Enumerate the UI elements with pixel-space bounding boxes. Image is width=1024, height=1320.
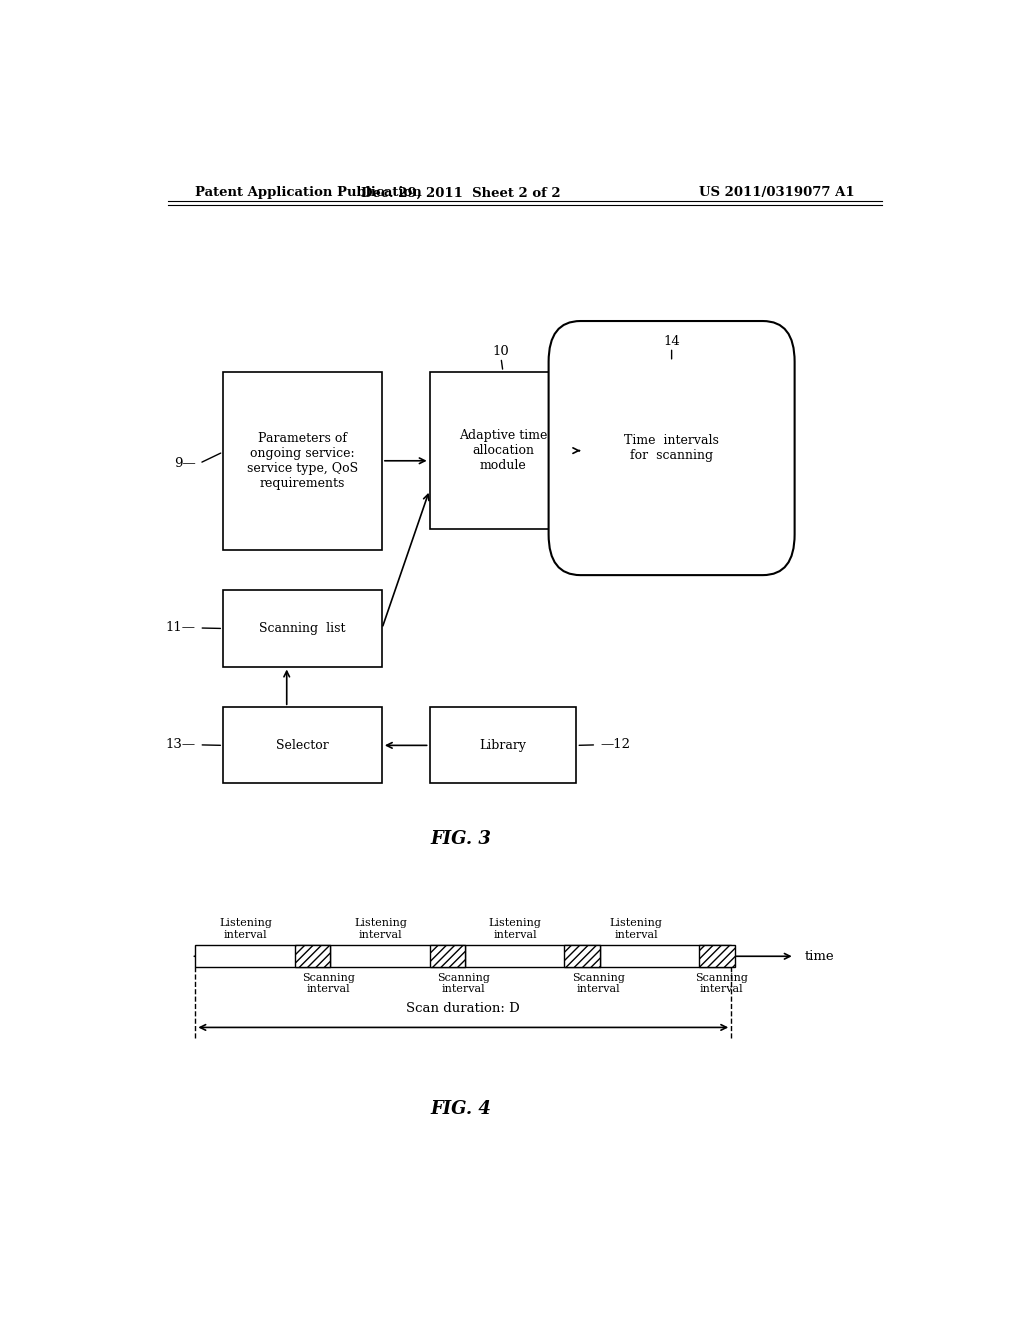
Text: Time  intervals
for  scanning: Time intervals for scanning — [625, 434, 719, 462]
Bar — [295, 945, 331, 968]
Text: 9—: 9— — [174, 457, 196, 470]
FancyBboxPatch shape — [430, 708, 577, 784]
FancyBboxPatch shape — [549, 321, 795, 576]
Text: 13—: 13— — [165, 738, 196, 751]
Text: US 2011/0319077 A1: US 2011/0319077 A1 — [698, 186, 854, 199]
Text: 14: 14 — [664, 335, 680, 348]
Text: Scanning
interval: Scanning interval — [695, 973, 749, 994]
Text: Adaptive time
allocation
module: Adaptive time allocation module — [459, 429, 547, 473]
Text: Scanning
interval: Scanning interval — [302, 973, 355, 994]
Bar — [564, 945, 600, 968]
Text: —12: —12 — [600, 738, 630, 751]
Text: Patent Application Publication: Patent Application Publication — [196, 186, 422, 199]
Text: FIG. 3: FIG. 3 — [431, 830, 492, 849]
Text: Scanning
interval: Scanning interval — [437, 973, 490, 994]
Text: Scanning  list: Scanning list — [259, 622, 346, 635]
Text: Scan duration: D: Scan duration: D — [407, 1002, 520, 1015]
FancyBboxPatch shape — [223, 590, 382, 667]
Bar — [699, 945, 735, 968]
Text: 10: 10 — [493, 345, 509, 358]
Text: 11—: 11— — [166, 622, 196, 635]
Text: Dec. 29, 2011  Sheet 2 of 2: Dec. 29, 2011 Sheet 2 of 2 — [361, 186, 561, 199]
Text: FIG. 4: FIG. 4 — [431, 1100, 492, 1118]
Text: Parameters of
ongoing service:
service type, QoS
requirements: Parameters of ongoing service: service t… — [247, 432, 358, 490]
Text: time: time — [805, 950, 835, 962]
Bar — [465, 945, 600, 968]
Text: Listening
interval: Listening interval — [609, 919, 663, 940]
FancyBboxPatch shape — [430, 372, 577, 529]
Text: Selector: Selector — [276, 739, 329, 752]
Text: Listening
interval: Listening interval — [488, 919, 542, 940]
FancyBboxPatch shape — [223, 708, 382, 784]
Text: Listening
interval: Listening interval — [219, 919, 272, 940]
Bar — [430, 945, 465, 968]
Bar — [331, 945, 465, 968]
Text: Scanning
interval: Scanning interval — [572, 973, 625, 994]
Bar — [196, 945, 331, 968]
Text: Listening
interval: Listening interval — [354, 919, 407, 940]
Text: Library: Library — [479, 739, 526, 752]
Bar — [600, 945, 731, 968]
FancyBboxPatch shape — [223, 372, 382, 549]
